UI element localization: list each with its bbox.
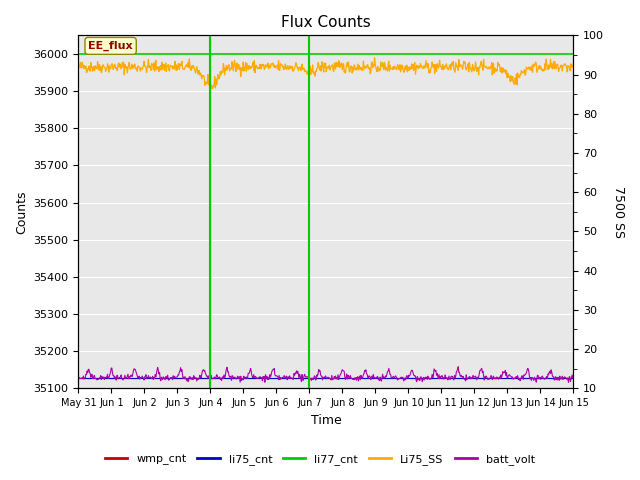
Y-axis label: Counts: Counts (15, 190, 28, 234)
Text: EE_flux: EE_flux (88, 41, 133, 51)
Y-axis label: 7500 SS: 7500 SS (612, 186, 625, 238)
Title: Flux Counts: Flux Counts (281, 15, 371, 30)
X-axis label: Time: Time (310, 414, 341, 427)
Legend: wmp_cnt, li75_cnt, li77_cnt, Li75_SS, batt_volt: wmp_cnt, li75_cnt, li77_cnt, Li75_SS, ba… (100, 450, 540, 469)
